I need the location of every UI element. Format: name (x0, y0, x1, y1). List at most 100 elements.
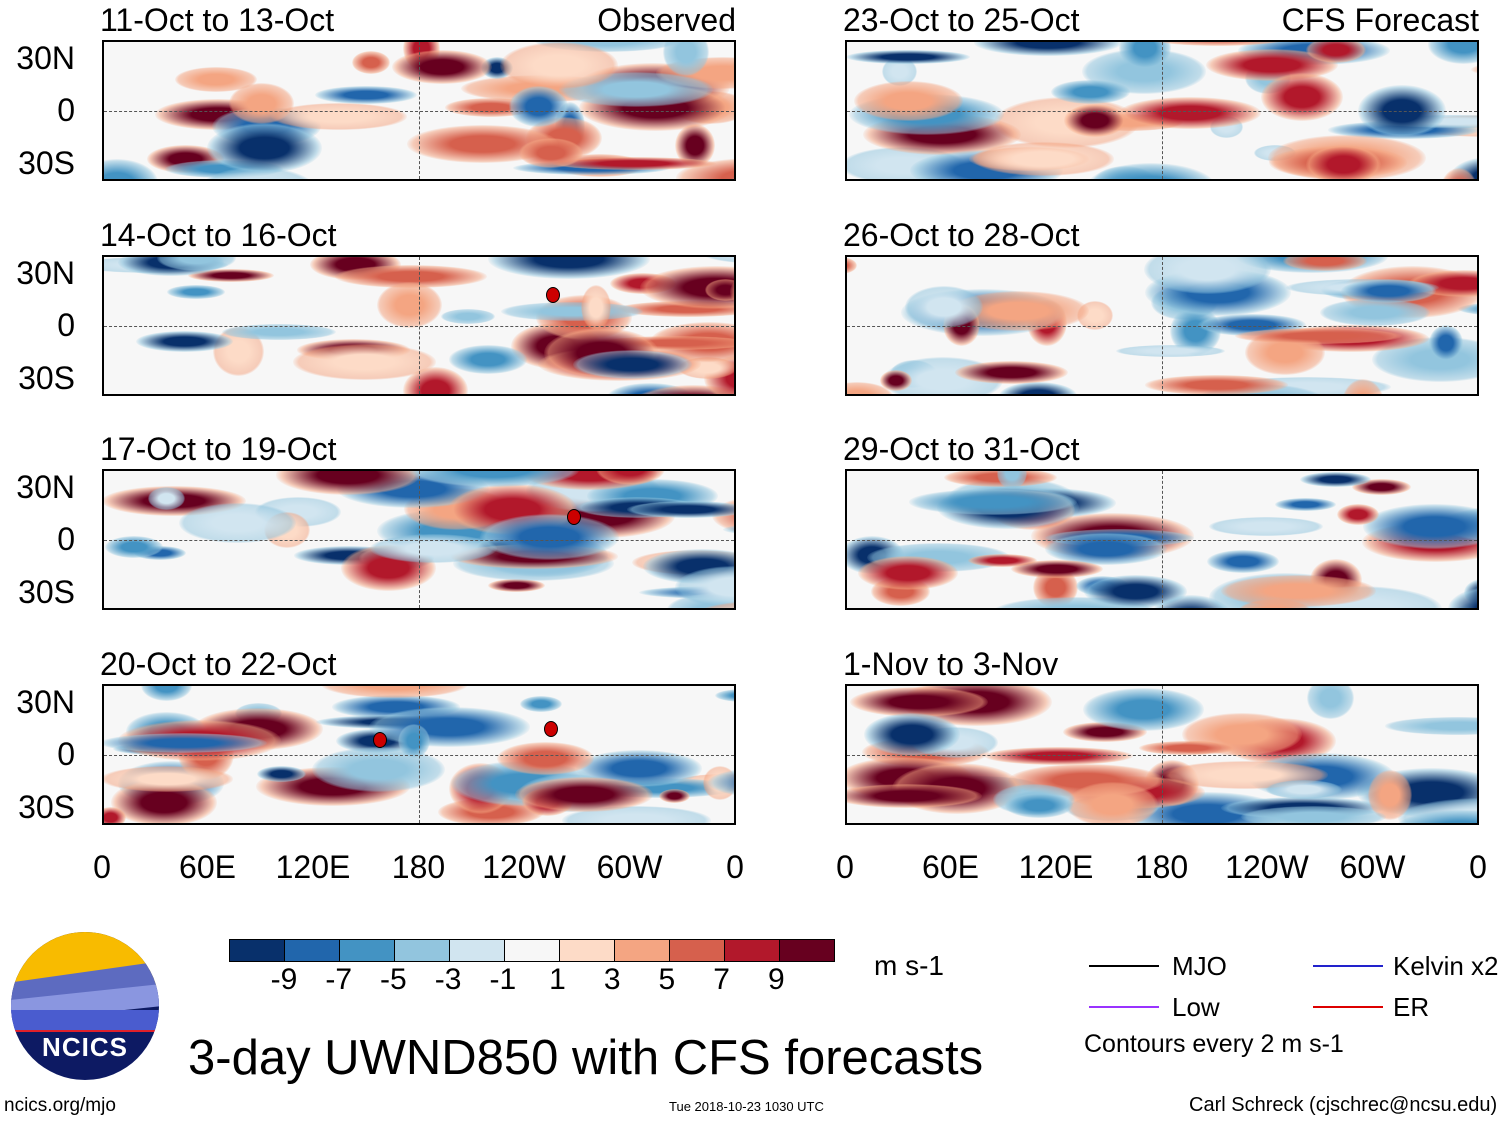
wind-anomaly-blob (518, 138, 583, 169)
wind-anomaly-blob (1241, 806, 1387, 823)
wind-anomaly-blob (1221, 575, 1376, 608)
wind-anomaly-blob (1282, 257, 1367, 272)
wind-anomaly-blob (722, 522, 734, 538)
colorbar-swatch (395, 940, 450, 961)
wind-anomaly-blob (1266, 779, 1343, 799)
lat-label: 0 (57, 736, 75, 772)
uwnd-map-panel (102, 40, 736, 181)
wind-anomaly-blob (1143, 42, 1294, 46)
lon-label: 0 (726, 849, 744, 885)
wind-anomaly-blob (479, 514, 619, 560)
wind-anomaly-blob (974, 42, 1122, 56)
colorbar-swatch (560, 940, 615, 961)
wind-anomaly-blob (1004, 792, 1074, 818)
panel-title: 23-Oct to 25-Oct (843, 2, 1080, 38)
lat-label: 30N (16, 255, 75, 291)
lon-label: 180 (391, 849, 446, 885)
wind-anomaly-blob (853, 80, 963, 121)
wind-anomaly-blob (1300, 471, 1372, 487)
wind-anomaly-blob (314, 85, 417, 105)
wind-anomaly-blob (984, 746, 1134, 765)
wind-anomaly-blob (551, 156, 717, 170)
colorbar-swatch (670, 940, 725, 961)
wind-anomaly-blob (704, 257, 734, 264)
lon-label: 60W (596, 849, 663, 885)
colorbar-swatch (615, 940, 670, 961)
wind-anomaly-blob (729, 267, 734, 317)
wind-anomaly-blob (972, 142, 1115, 176)
wind-anomaly-blob (487, 579, 546, 592)
uwnd-map-panel (102, 255, 736, 396)
panel-title: 14-Oct to 16-Oct (100, 217, 337, 253)
timestamp: Tue 2018-10-23 1030 UTC (669, 1099, 824, 1114)
wind-anomaly-blob (714, 689, 734, 703)
url-link[interactable]: ncics.org/mjo (4, 1095, 116, 1116)
wind-anomaly-blob (847, 783, 983, 808)
wind-anomaly-blob (1319, 298, 1431, 327)
uwnd-map-panel (845, 255, 1479, 396)
wind-anomaly-blob (1208, 516, 1323, 536)
wind-anomaly-blob (1066, 782, 1159, 823)
logo-text: NCICS (42, 1032, 128, 1062)
wind-anomaly-blob (397, 724, 430, 759)
wind-anomaly-blob (595, 471, 665, 486)
wind-anomaly-blob (105, 536, 163, 558)
wind-anomaly-blob (998, 382, 1077, 394)
wind-anomaly-blob (1341, 278, 1436, 303)
colorbar-label: -3 (434, 963, 462, 996)
dateline (419, 42, 420, 179)
lon-label: 0 (93, 849, 111, 885)
wind-anomaly-blob (140, 686, 193, 702)
wind-anomaly-blob (955, 360, 1069, 385)
legend-low: Low (1172, 992, 1220, 1022)
wind-anomaly-blob (392, 50, 492, 85)
wind-anomaly-blob (271, 103, 408, 130)
wind-anomaly-blob (256, 765, 306, 783)
colorbar-swatch (230, 940, 285, 961)
wind-anomaly-blob (499, 42, 619, 90)
colorbar-label: 5 (658, 963, 676, 996)
legend-mjo: MJO (1172, 951, 1227, 981)
wind-anomaly-blob (1471, 59, 1477, 80)
lat-label: 30N (16, 684, 75, 720)
wind-anomaly-blob (705, 278, 734, 302)
panel-title: 26-Oct to 28-Oct (843, 217, 1080, 253)
lat-label: 30S (18, 789, 75, 825)
colorbar-swatch (285, 940, 340, 961)
lon-label: 60E (179, 849, 236, 885)
wind-anomaly-blob (850, 687, 988, 718)
wind-anomaly-blob (104, 732, 268, 753)
wind-anomaly-blob (1235, 327, 1403, 345)
uwnd-map-panel (845, 469, 1479, 610)
lat-label: 30N (16, 40, 75, 76)
wind-anomaly-blob (1206, 550, 1280, 574)
dateline (419, 686, 420, 823)
wind-anomaly-blob (377, 281, 442, 329)
wind-anomaly-blob (1082, 688, 1205, 731)
lon-label: 0 (1469, 849, 1487, 885)
wind-anomaly-blob (520, 696, 562, 713)
dateline (419, 257, 420, 394)
wind-anomaly-blob (627, 501, 734, 518)
wind-anomaly-blob (500, 301, 644, 321)
uwnd-map-panel (845, 684, 1479, 825)
wind-anomaly-blob (448, 345, 528, 374)
wind-anomaly-blob (1261, 72, 1344, 122)
colorbar-label: 7 (713, 963, 730, 996)
wind-anomaly-blob (1086, 163, 1215, 179)
legend-mjo-line (1089, 965, 1159, 967)
colorbar-swatch (340, 940, 395, 961)
wind-anomaly-blob (580, 284, 612, 331)
colorbar-label: -7 (325, 963, 353, 996)
lat-label: 0 (57, 92, 75, 128)
wind-anomaly-blob (167, 285, 226, 299)
colorbar-label: 3 (603, 963, 621, 996)
wind-anomaly-blob (534, 42, 680, 52)
wind-anomaly-blob (104, 766, 233, 792)
lon-label: 60W (1339, 849, 1406, 885)
wind-anomaly-blob (879, 370, 913, 391)
tropical-cyclone-icon (567, 509, 581, 525)
lat-label: 30N (16, 469, 75, 505)
panel-label: CFS Forecast (1281, 2, 1479, 38)
lon-label: 0 (836, 849, 854, 885)
